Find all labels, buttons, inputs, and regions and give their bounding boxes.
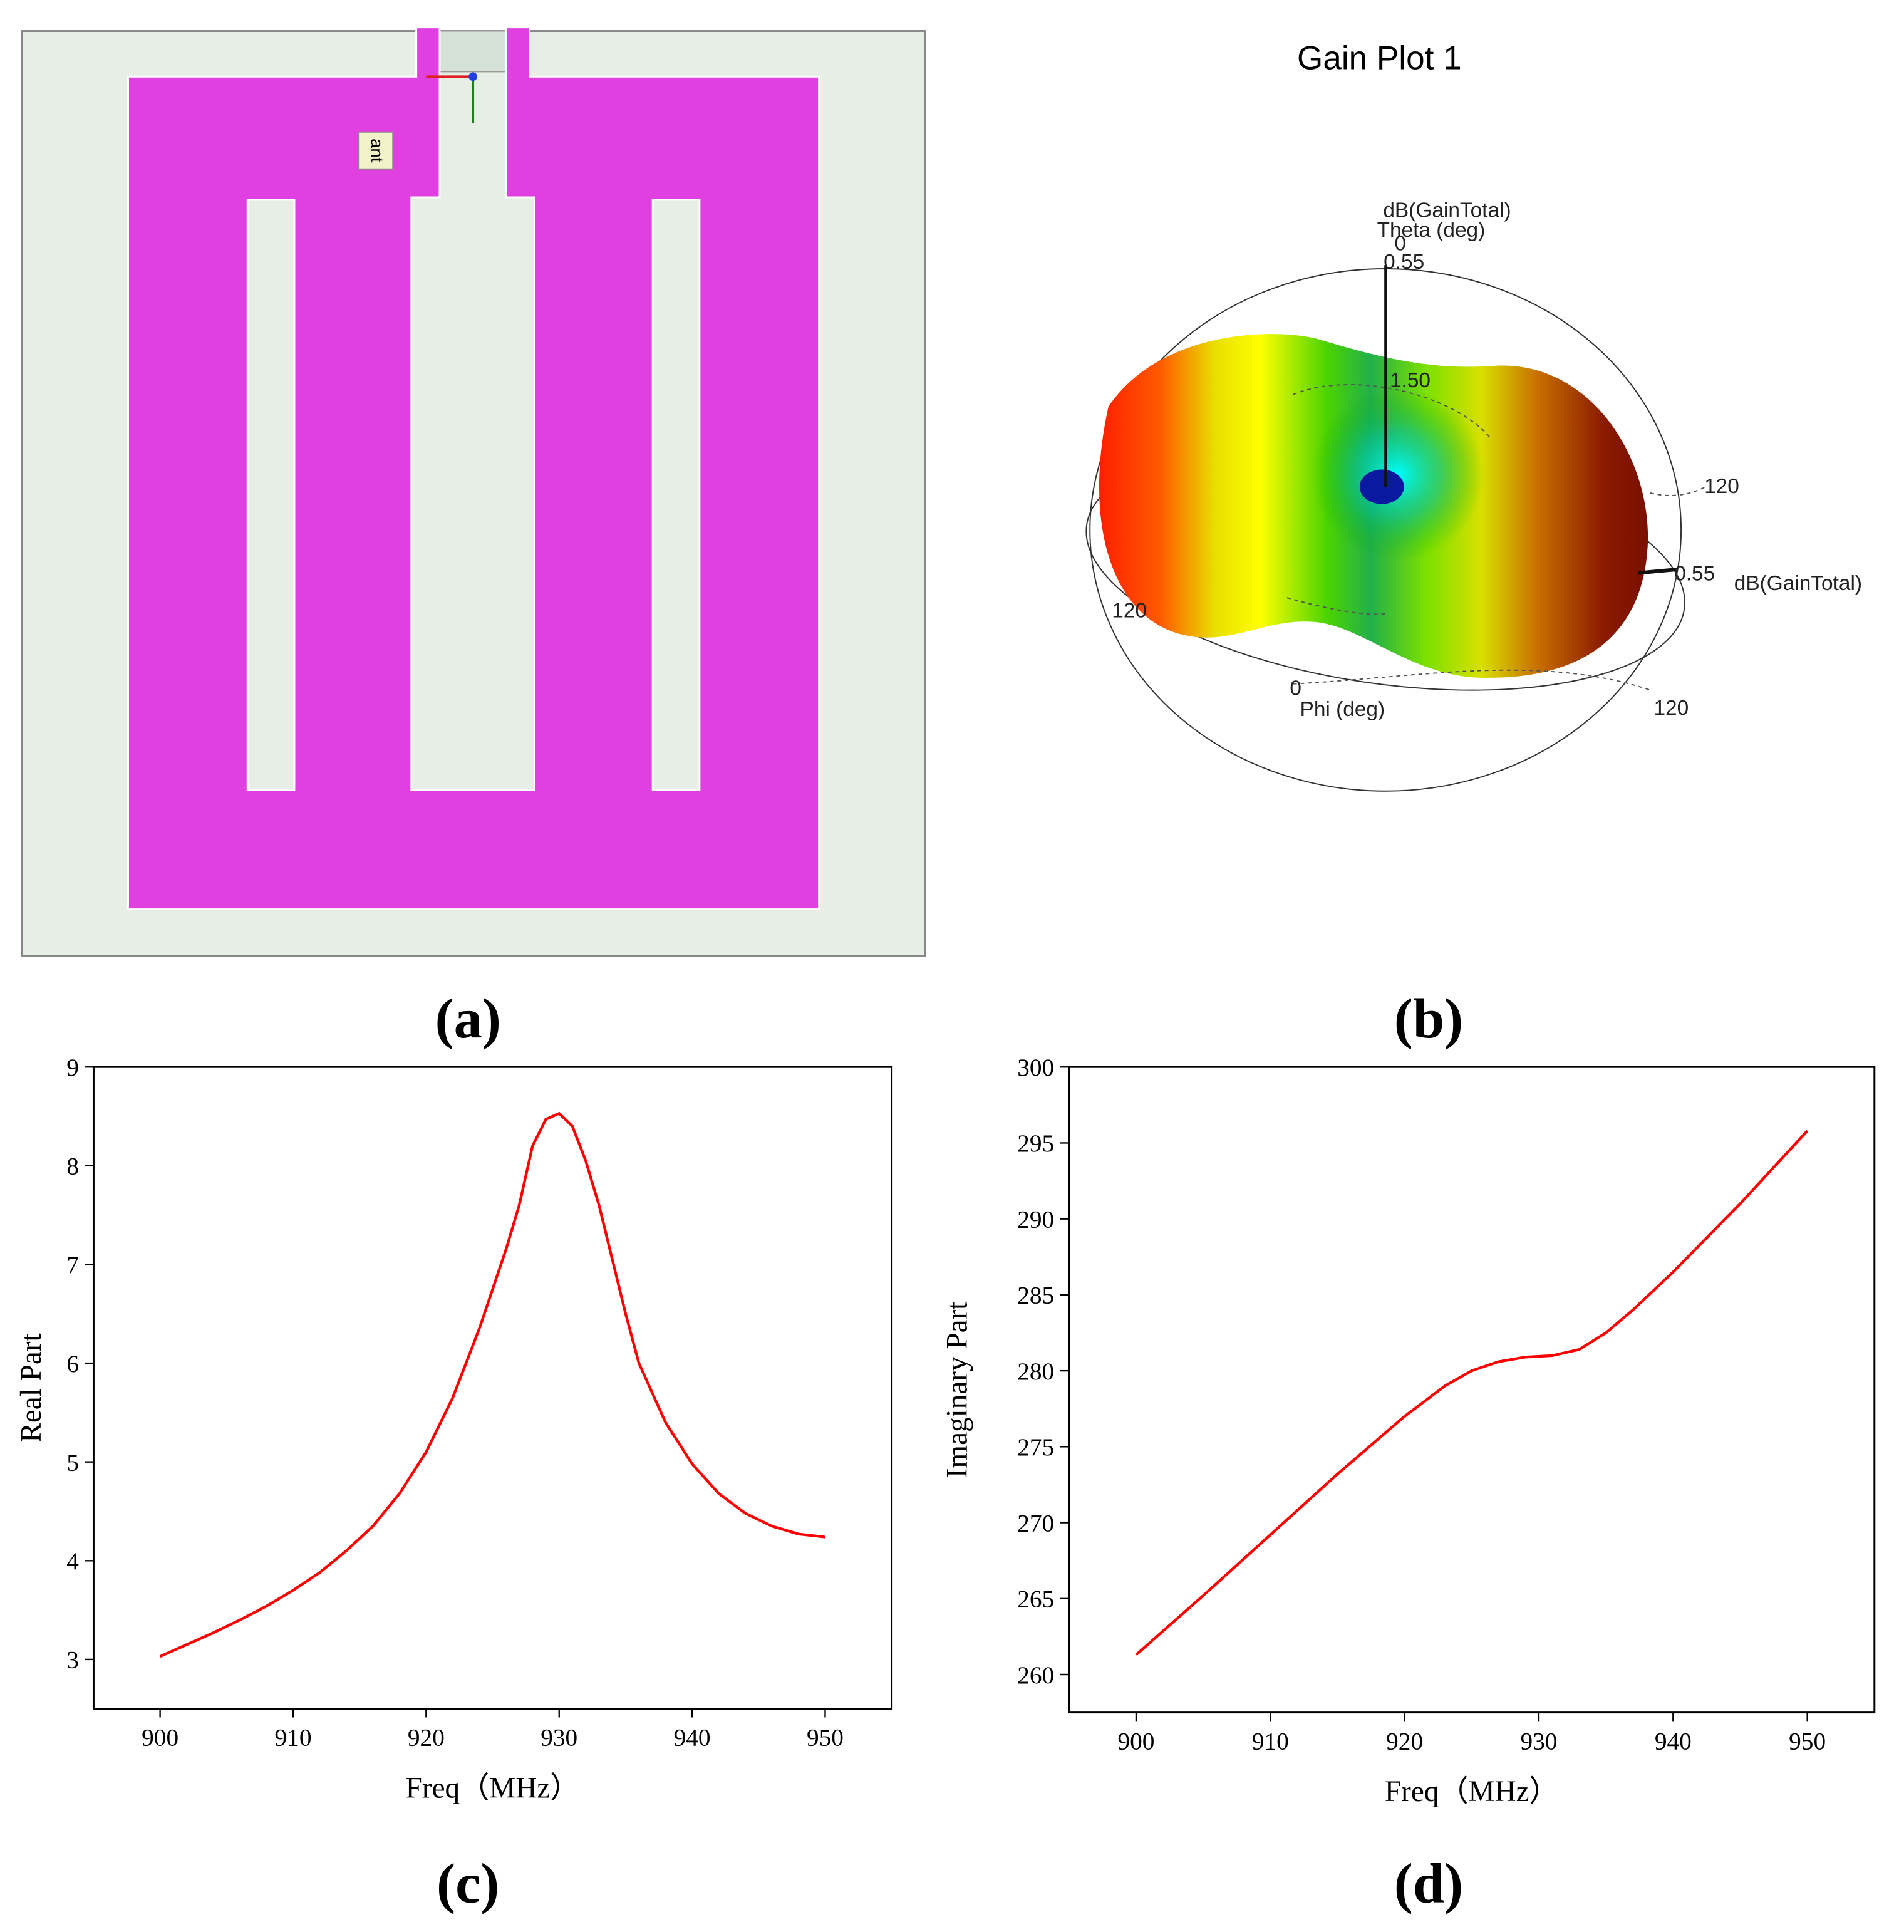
- data-line: [1135, 1130, 1809, 1656]
- gain-label: 1.50: [1390, 369, 1431, 392]
- gain-label: dB(GainTotal): [1383, 199, 1511, 222]
- tag: ant: [367, 138, 386, 163]
- x-tick-label: 920: [1386, 1728, 1423, 1755]
- antenna-layout: ant: [21, 26, 926, 957]
- x-tick-label: 940: [1655, 1728, 1692, 1755]
- gain-pattern-center: [1099, 334, 1648, 678]
- gain-label: 120: [1112, 600, 1147, 623]
- gain-label: 0: [1290, 677, 1301, 700]
- gain-null: [1359, 469, 1404, 504]
- y-tick-label: 265: [1017, 1586, 1054, 1613]
- x-tick-label: 900: [1117, 1728, 1154, 1755]
- guide: [1293, 384, 1491, 439]
- y-tick-label: 8: [66, 1153, 79, 1180]
- x-axis-label: Freq（MHz）: [1385, 1775, 1559, 1808]
- y-tick-label: 6: [66, 1350, 79, 1378]
- y-tick-label: 9: [66, 1054, 79, 1081]
- gain-label: 0.55: [1384, 251, 1424, 274]
- x-axis-label: Freq（MHz）: [406, 1772, 580, 1804]
- axis-origin: [468, 72, 477, 81]
- y-tick-label: 290: [1017, 1205, 1054, 1233]
- y-axis-label: Real Part: [15, 1333, 48, 1442]
- gain-label: 120: [1653, 697, 1689, 720]
- y-tick-label: 7: [66, 1251, 79, 1279]
- guide: [1293, 669, 1651, 691]
- y-tick-label: 275: [1017, 1433, 1054, 1461]
- gain-label: 0: [1394, 232, 1406, 256]
- y-tick-label: 5: [66, 1448, 79, 1476]
- x-tick-label: 910: [275, 1724, 312, 1752]
- data-line: [159, 1111, 825, 1658]
- gain-title: Gain Plot 1: [1297, 39, 1462, 76]
- plot-frame: [1068, 1066, 1876, 1714]
- y-tick-label: 280: [1017, 1358, 1054, 1385]
- x-tick-label: 940: [674, 1724, 711, 1752]
- y-tick-label: 3: [66, 1646, 79, 1674]
- plot-frame: [92, 1066, 893, 1710]
- gain-axis: [1637, 567, 1678, 575]
- port: [439, 30, 507, 73]
- x-tick-label: 930: [541, 1724, 577, 1752]
- gain-label: 120: [1704, 475, 1739, 498]
- x-tick-label: 900: [142, 1724, 178, 1752]
- x-tick-label: 950: [1789, 1728, 1826, 1755]
- guide: [1286, 597, 1386, 615]
- gain-plot: Gain Plot 1 dB(GainTotal) Theta (deg) 0 …: [1085, 39, 1862, 792]
- gain-label: dB(GainTotal): [1734, 572, 1862, 595]
- panel-label: (b): [1394, 987, 1464, 1050]
- gain-label: 0.55: [1674, 563, 1715, 586]
- gain-label: Theta (deg): [1377, 219, 1486, 242]
- antenna-patch: [127, 26, 820, 911]
- gain-label: Phi (deg): [1300, 698, 1385, 721]
- tag-box: [358, 131, 394, 170]
- x-tick-label: 910: [1252, 1728, 1289, 1755]
- y-tick-label: 295: [1017, 1130, 1054, 1157]
- y-tick-label: 300: [1017, 1054, 1054, 1081]
- x-tick-label: 920: [408, 1724, 445, 1752]
- y-tick-label: 270: [1017, 1509, 1054, 1537]
- y-tick-label: 260: [1017, 1661, 1054, 1689]
- y-tick-label: 285: [1017, 1282, 1054, 1309]
- panel-label: (a): [435, 987, 500, 1050]
- panel-label: (c): [437, 1851, 499, 1914]
- x-tick-label: 930: [1520, 1728, 1557, 1755]
- guide: [1650, 486, 1706, 496]
- x-tick-label: 950: [807, 1724, 844, 1752]
- y-tick-label: 4: [66, 1547, 79, 1575]
- panel-label: (d): [1394, 1851, 1464, 1914]
- y-axis-label: Imaginary Part: [941, 1302, 974, 1478]
